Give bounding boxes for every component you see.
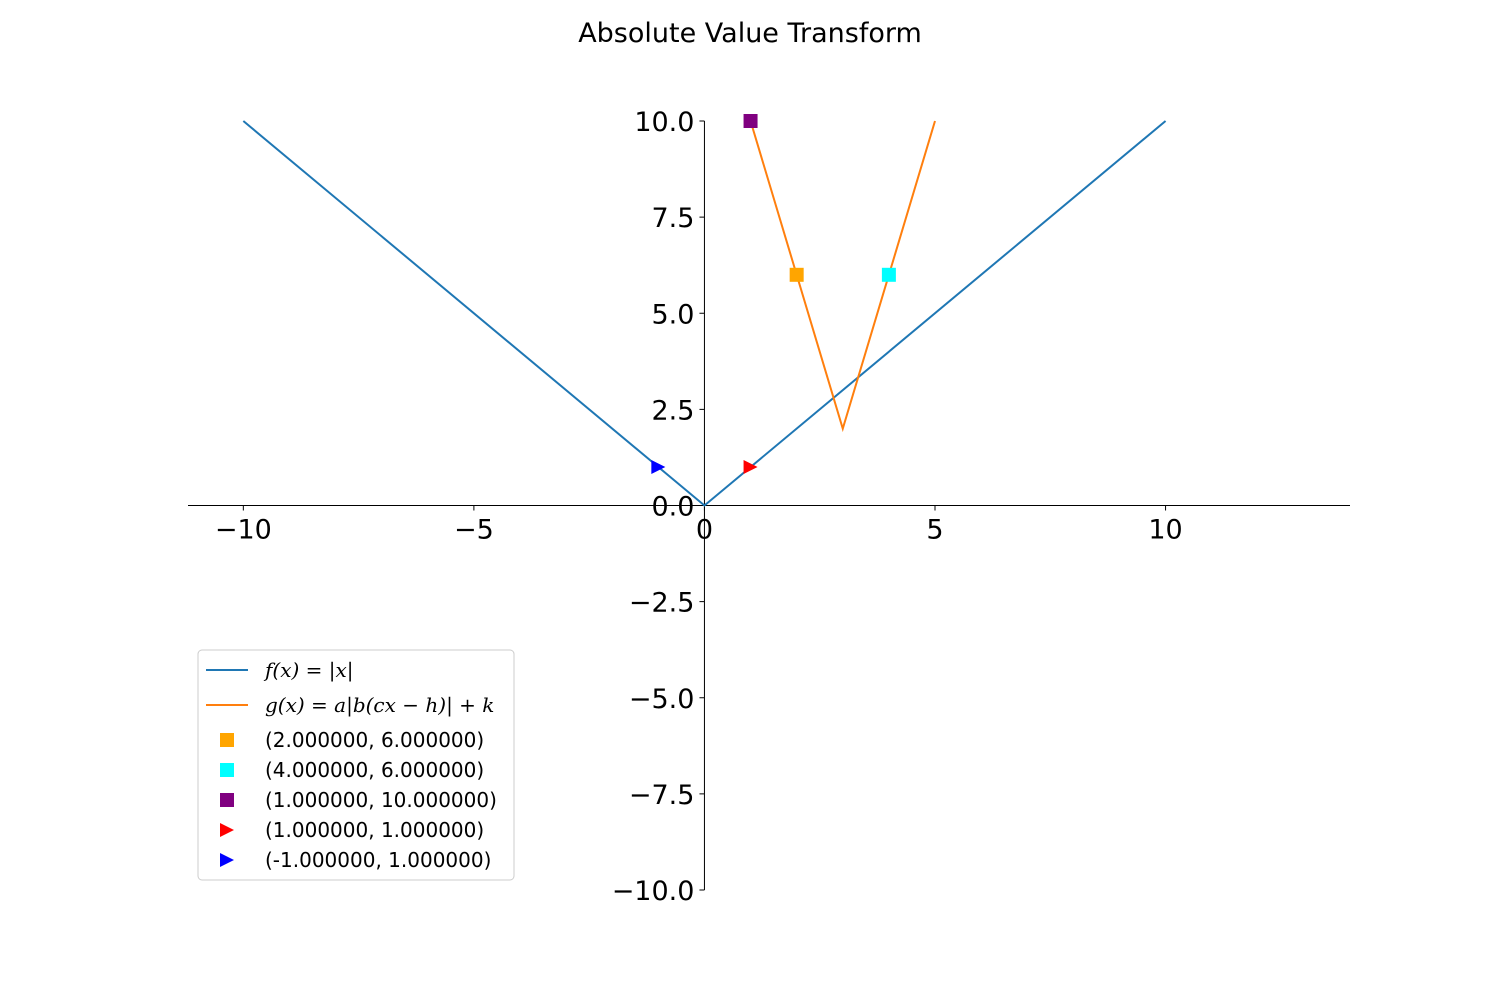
- y-tick-label: −5.0: [629, 684, 695, 715]
- legend-frame: [197, 649, 515, 881]
- legend-marker-swatch: [220, 793, 234, 807]
- legend-label: (-1.000000, 1.000000): [265, 848, 491, 872]
- data-point: [743, 114, 758, 128]
- x-tick-label: 5: [926, 515, 943, 546]
- data-point: [789, 267, 804, 282]
- plot-area: [242, 114, 1167, 507]
- x-tick-label: −5: [454, 515, 494, 546]
- legend: f(x) = |x| g(x) = a|b(cx − h)| + k (2.0000…: [197, 649, 515, 881]
- y-tick-label: 2.5: [651, 395, 694, 426]
- legend-label: f(x) = |x|: [263, 658, 354, 683]
- legend-marker-swatch: [220, 823, 234, 837]
- legend-label: g(x) = a|b(cx − h)| + k: [265, 693, 494, 718]
- y-tick-label: 10.0: [634, 107, 694, 138]
- series-lines: [242, 120, 1167, 507]
- legend-marker-swatch: [220, 733, 234, 747]
- y-tick-label: 5.0: [651, 299, 694, 330]
- data-point: [651, 460, 666, 475]
- legend-marker-swatch: [220, 763, 234, 777]
- legend-label: (2.000000, 6.000000): [265, 728, 484, 752]
- y-tick-label: −10.0: [612, 876, 695, 907]
- data-point: [743, 460, 758, 475]
- legend-marker-swatch: [220, 853, 234, 867]
- y-tick-label: 7.5: [651, 203, 694, 234]
- axes: −10 −5 0 5 10 −10.0 −7.5 −5.0 −2.5 0.0 2.5 5.0 7.5 10…: [188, 107, 1350, 907]
- series-line-g: [749, 120, 936, 433]
- y-tick-label: 0.0: [651, 492, 694, 523]
- data-point: [881, 267, 896, 282]
- chart-title: Absolute Value Transform: [578, 18, 922, 49]
- x-tick-label: 0: [696, 515, 713, 546]
- y-tick-label: −2.5: [629, 588, 695, 619]
- y-tick-label: −7.5: [629, 780, 695, 811]
- legend-label: (4.000000, 6.000000): [265, 758, 484, 782]
- x-tick-label: 10: [1148, 515, 1182, 546]
- series-line-f: [242, 120, 1167, 507]
- x-tick-label: −10: [215, 515, 272, 546]
- legend-label: (1.000000, 1.000000): [265, 818, 484, 842]
- legend-label: (1.000000, 10.000000): [265, 788, 497, 812]
